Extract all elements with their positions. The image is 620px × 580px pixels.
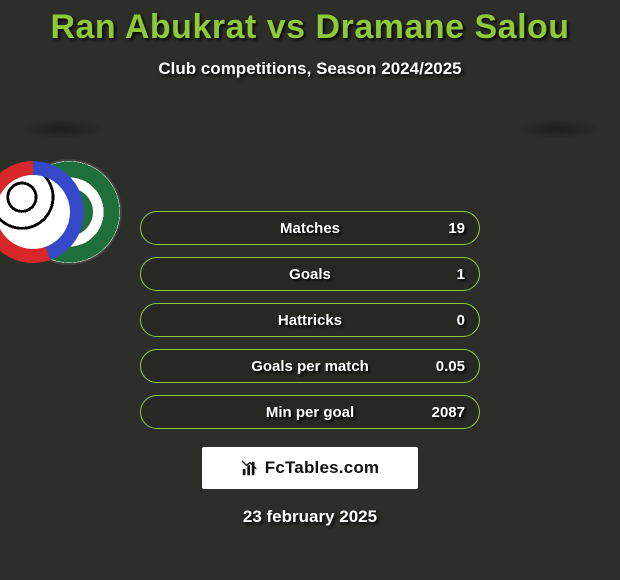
stat-row-matches: Matches 19: [140, 211, 480, 245]
brand-badge[interactable]: FcTables.com: [202, 447, 418, 489]
stat-value: 2087: [432, 404, 465, 421]
stat-row-gpm: Goals per match 0.05: [140, 349, 480, 383]
stat-value: 19: [448, 220, 465, 237]
stat-label: Min per goal: [141, 404, 479, 421]
stat-row-mpg: Min per goal 2087: [140, 395, 480, 429]
stat-row-goals: Goals 1: [140, 257, 480, 291]
stat-value: 1: [457, 266, 465, 283]
stat-label: Hattricks: [141, 312, 479, 329]
subtitle: Club competitions, Season 2024/2025: [0, 59, 620, 79]
stat-row-hattricks: Hattricks 0: [140, 303, 480, 337]
stat-rows: Matches 19 Goals 1 Hattricks 0 Goals per…: [140, 211, 480, 429]
stat-label: Matches: [141, 220, 479, 237]
stat-value: 0.05: [436, 358, 465, 375]
bar-chart-icon: [241, 459, 259, 477]
crest-shadow-left: [18, 119, 106, 139]
crest-shadow-right: [514, 119, 602, 139]
page-title: Ran Abukrat vs Dramane Salou: [0, 0, 620, 47]
brand-text: FcTables.com: [265, 458, 380, 478]
stat-value: 0: [457, 312, 465, 329]
comparison-panel: ✦ Matches 19 Goals 1 Hattricks 0 Goals p…: [0, 109, 620, 527]
stat-label: Goals: [141, 266, 479, 283]
date-text: 23 february 2025: [0, 507, 620, 527]
stat-label: Goals per match: [141, 358, 479, 375]
